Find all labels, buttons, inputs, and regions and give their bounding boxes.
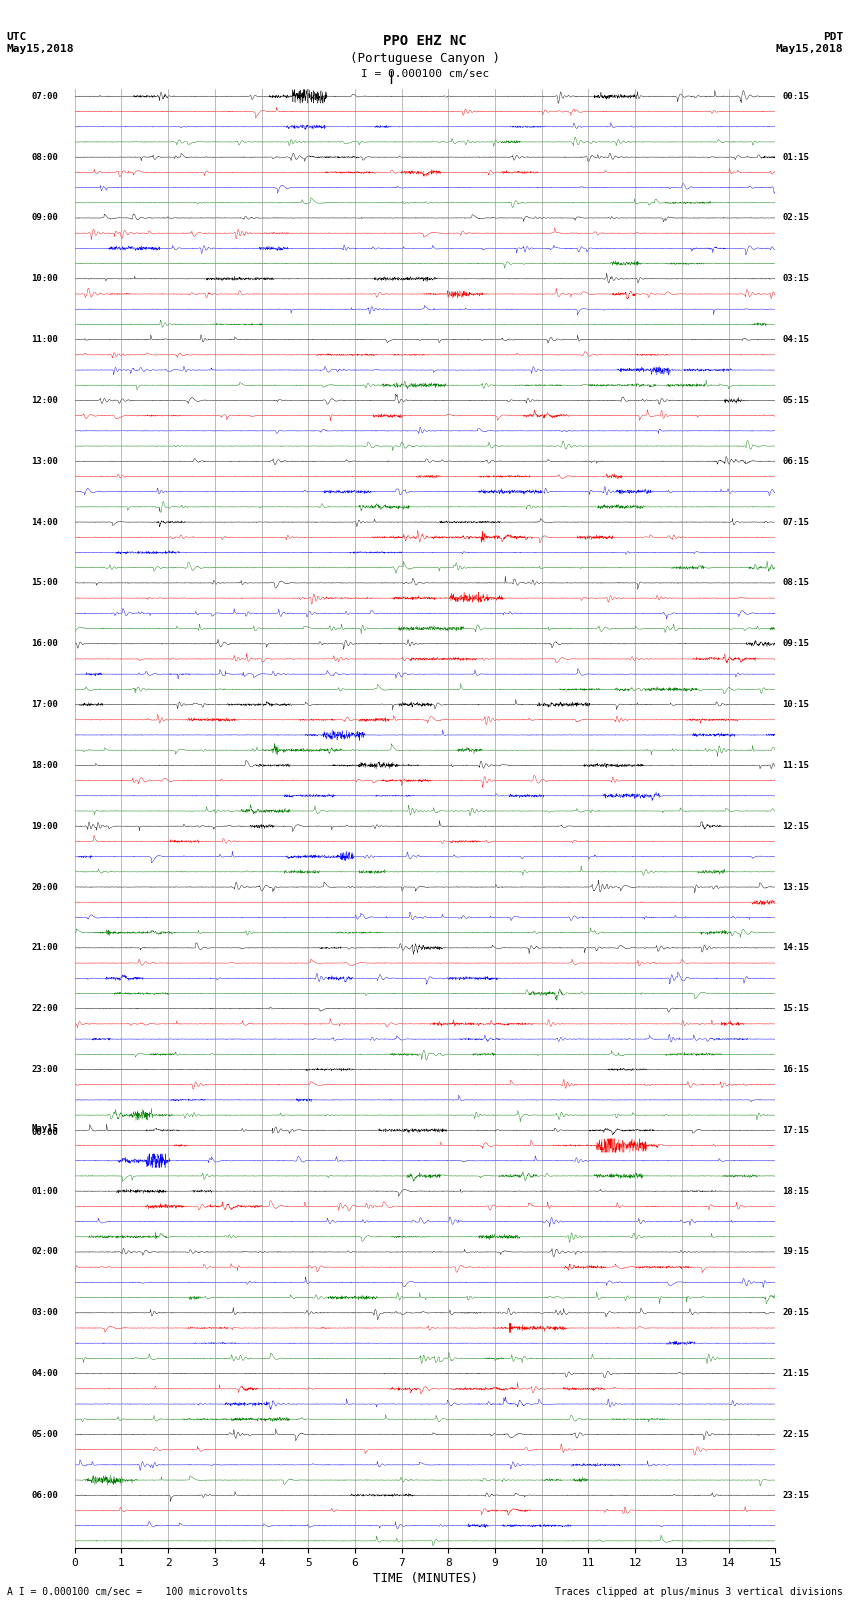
Text: 18:15: 18:15 (782, 1187, 809, 1195)
Text: 20:15: 20:15 (782, 1308, 809, 1318)
Text: 16:15: 16:15 (782, 1065, 809, 1074)
Text: 21:00: 21:00 (31, 944, 59, 952)
Text: 09:00: 09:00 (31, 213, 59, 223)
Text: 23:15: 23:15 (782, 1490, 809, 1500)
Text: 09:15: 09:15 (782, 639, 809, 648)
Text: UTC
May15,2018: UTC May15,2018 (7, 32, 74, 53)
Text: 18:00: 18:00 (31, 761, 59, 769)
Text: 12:15: 12:15 (782, 821, 809, 831)
Text: A I = 0.000100 cm/sec =    100 microvolts: A I = 0.000100 cm/sec = 100 microvolts (7, 1587, 247, 1597)
Text: 06:15: 06:15 (782, 456, 809, 466)
Text: 02:15: 02:15 (782, 213, 809, 223)
Text: 00:00: 00:00 (31, 1127, 59, 1137)
Text: 01:15: 01:15 (782, 153, 809, 161)
X-axis label: TIME (MINUTES): TIME (MINUTES) (372, 1573, 478, 1586)
Text: 08:00: 08:00 (31, 153, 59, 161)
Text: 08:15: 08:15 (782, 579, 809, 587)
Text: 04:15: 04:15 (782, 336, 809, 344)
Text: 07:15: 07:15 (782, 518, 809, 526)
Text: PDT
May15,2018: PDT May15,2018 (776, 32, 843, 53)
Text: 12:00: 12:00 (31, 395, 59, 405)
Text: May15: May15 (31, 1124, 59, 1132)
Text: 20:00: 20:00 (31, 882, 59, 892)
Text: 03:00: 03:00 (31, 1308, 59, 1318)
Text: 05:00: 05:00 (31, 1431, 59, 1439)
Text: 04:00: 04:00 (31, 1369, 59, 1378)
Text: 17:00: 17:00 (31, 700, 59, 710)
Text: 01:00: 01:00 (31, 1187, 59, 1195)
Text: PPO EHZ NC: PPO EHZ NC (383, 34, 467, 48)
Text: 14:15: 14:15 (782, 944, 809, 952)
Text: Traces clipped at plus/minus 3 vertical divisions: Traces clipped at plus/minus 3 vertical … (555, 1587, 843, 1597)
Text: 10:00: 10:00 (31, 274, 59, 284)
Text: 16:00: 16:00 (31, 639, 59, 648)
Text: 13:15: 13:15 (782, 882, 809, 892)
Text: I = 0.000100 cm/sec: I = 0.000100 cm/sec (361, 69, 489, 79)
Text: 00:15: 00:15 (782, 92, 809, 102)
Text: 15:00: 15:00 (31, 579, 59, 587)
Text: 23:00: 23:00 (31, 1065, 59, 1074)
Text: 07:00: 07:00 (31, 92, 59, 102)
Text: 19:15: 19:15 (782, 1247, 809, 1257)
Text: 21:15: 21:15 (782, 1369, 809, 1378)
Text: 14:00: 14:00 (31, 518, 59, 526)
Text: 13:00: 13:00 (31, 456, 59, 466)
Text: 02:00: 02:00 (31, 1247, 59, 1257)
Text: 10:15: 10:15 (782, 700, 809, 710)
Text: 06:00: 06:00 (31, 1490, 59, 1500)
Text: (Portuguese Canyon ): (Portuguese Canyon ) (350, 52, 500, 65)
Text: 05:15: 05:15 (782, 395, 809, 405)
Text: 03:15: 03:15 (782, 274, 809, 284)
Text: 19:00: 19:00 (31, 821, 59, 831)
Text: 15:15: 15:15 (782, 1005, 809, 1013)
Text: 22:00: 22:00 (31, 1005, 59, 1013)
Text: 11:00: 11:00 (31, 336, 59, 344)
Text: 11:15: 11:15 (782, 761, 809, 769)
Text: 22:15: 22:15 (782, 1431, 809, 1439)
Text: 17:15: 17:15 (782, 1126, 809, 1136)
